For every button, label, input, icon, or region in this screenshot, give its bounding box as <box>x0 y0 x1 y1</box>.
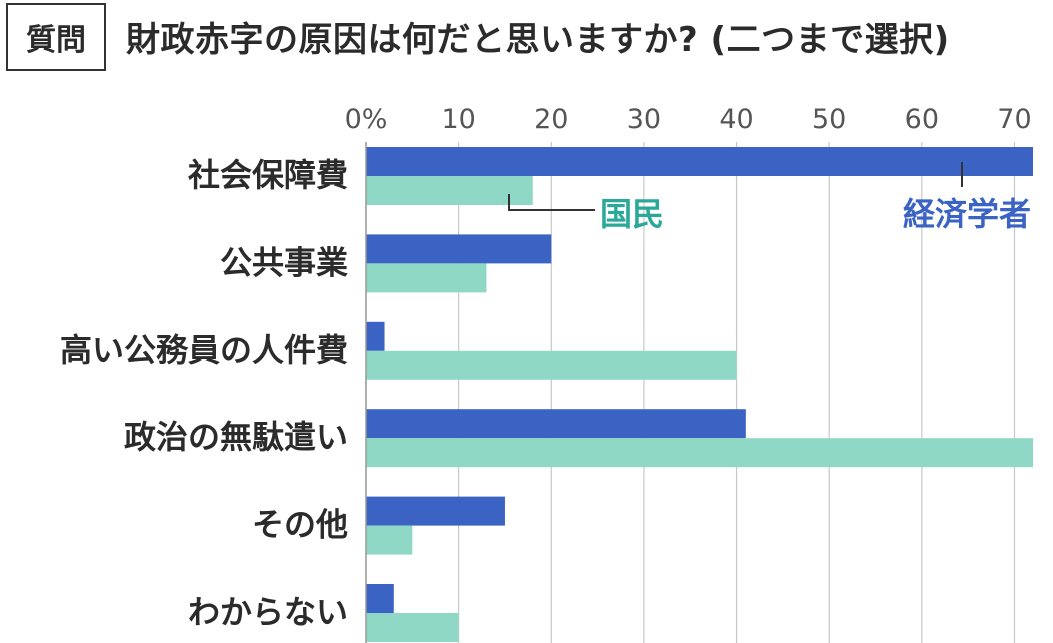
bar-public-0 <box>366 176 533 205</box>
question-badge: 質問 <box>6 3 106 71</box>
bar-economists-0 <box>366 147 1033 176</box>
x-tick-label-10: 10 <box>441 104 475 135</box>
x-tick-label-40: 40 <box>719 104 753 135</box>
bar-public-1 <box>366 263 487 293</box>
x-tick-label-70: 70 <box>997 104 1031 135</box>
bar-public-5 <box>366 613 459 642</box>
category-label-3: 政治の無駄遣い <box>124 418 348 456</box>
bar-public-2 <box>366 350 737 380</box>
question-text: 財政赤字の原因は何だと思いますか? (二つまで選択) <box>126 20 950 60</box>
x-tick-label-60: 60 <box>905 104 939 135</box>
x-tick-label-0: 0% <box>345 104 388 135</box>
bar-economists-3 <box>366 409 746 439</box>
category-label-5: わからない <box>188 593 348 631</box>
category-label-4: その他 <box>252 506 348 544</box>
public-callout-line <box>508 194 595 211</box>
x-tick-label-50: 50 <box>812 104 846 135</box>
bar-economists-5 <box>366 584 394 613</box>
bar-economists-2 <box>366 321 385 351</box>
bar-public-3 <box>366 438 1033 468</box>
bar-public-4 <box>366 525 413 555</box>
bar-chart: 0% 10 20 30 40 50 60 70 社会保障費公共事業高い公務員の人件費政治の無駄遣… <box>60 104 1033 643</box>
chart-header: 質問 財政赤字の原因は何だと思いますか? (二つまで選択) <box>0 0 1053 90</box>
category-label-2: 高い公務員の人件費 <box>60 331 348 369</box>
x-tick-label-30: 30 <box>627 104 661 135</box>
bar-economists-4 <box>366 496 505 526</box>
bar-economists-1 <box>366 234 552 264</box>
legend-label-economists: 経済学者 <box>903 195 1031 233</box>
category-label-0: 社会保障費 <box>188 156 348 194</box>
category-label-1: 公共事業 <box>220 243 348 281</box>
legend-label-public: 国民 <box>600 195 664 233</box>
x-tick-label-20: 20 <box>534 104 568 135</box>
